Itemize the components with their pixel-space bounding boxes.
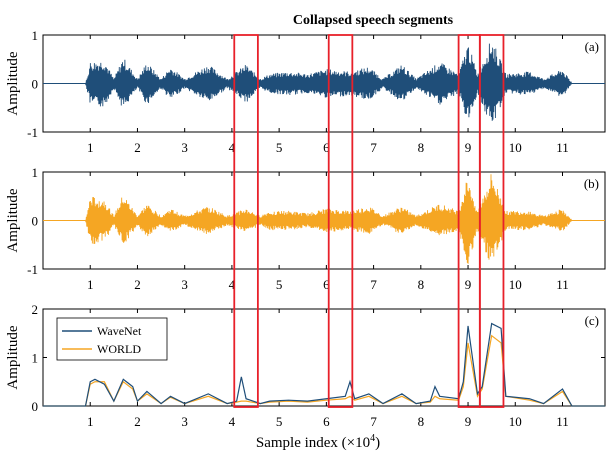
highlight-box: [327, 34, 354, 408]
x-tick-label: 4: [229, 277, 236, 292]
x-tick-label: 9: [465, 140, 472, 155]
y-axis-label: Amplitude: [5, 51, 21, 116]
y-tick-label: 1: [32, 351, 39, 366]
waveform-series: [43, 174, 605, 264]
x-axis-label: Sample index (×104): [256, 433, 380, 451]
panel-label: (c): [585, 313, 599, 328]
x-tick-label: 8: [418, 414, 425, 429]
x-tick-label: 1: [87, 140, 94, 155]
legend-entry: WaveNet: [97, 324, 142, 338]
x-axis-label-exponent: 4: [370, 433, 375, 444]
x-tick-label: 3: [181, 277, 188, 292]
y-axis-label: Amplitude: [5, 325, 21, 390]
x-tick-label: 7: [370, 414, 377, 429]
annotation-collapsed-speech: Collapsed speech segments: [293, 13, 454, 28]
highlight-box: [478, 34, 505, 408]
x-tick-label: 9: [465, 277, 472, 292]
x-tick-label: 2: [134, 277, 141, 292]
legend-box: [56, 317, 168, 361]
panel-label: (b): [584, 176, 599, 191]
x-tick-label: 2: [134, 140, 141, 155]
y-tick-label: 0: [32, 214, 39, 229]
x-tick-label: 5: [276, 277, 283, 292]
y-tick-label: 0: [32, 77, 39, 92]
x-tick-label: 1: [87, 414, 94, 429]
x-tick-label: 11: [556, 414, 569, 429]
x-tick-label: 2: [134, 414, 141, 429]
highlight-box: [233, 34, 259, 408]
x-tick-label: 4: [229, 414, 236, 429]
x-tick-label: 11: [556, 277, 569, 292]
x-tick-label: 8: [418, 277, 425, 292]
x-tick-label: 10: [509, 414, 522, 429]
x-tick-label: 1: [87, 277, 94, 292]
x-tick-label: 9: [465, 414, 472, 429]
y-tick-label: -1: [27, 125, 38, 140]
series-wavenet: [43, 322, 605, 407]
x-tick-label: 8: [418, 140, 425, 155]
x-tick-label: 11: [556, 140, 569, 155]
y-tick-label: 1: [32, 28, 39, 43]
x-tick-label: 7: [370, 140, 377, 155]
x-tick-label: 4: [229, 140, 236, 155]
waveform-series: [43, 43, 605, 121]
panel-b: 1 2 3 4 5 6 7 8 9 10 11 -1 0 1 Amplitude (b): [5, 165, 606, 292]
y-tick-label: 0: [32, 399, 39, 414]
x-axis-label-text: Sample index (×10: [256, 435, 370, 451]
x-tick-label: 3: [181, 140, 188, 155]
legend: WaveNet WORLD: [56, 317, 168, 361]
x-tick-label: 10: [509, 140, 522, 155]
x-axis-label-close: ): [375, 435, 380, 451]
x-tick-label: 10: [509, 277, 522, 292]
x-tick-label: 7: [370, 277, 377, 292]
y-tick-label: -1: [27, 262, 38, 277]
x-tick-label: 6: [323, 414, 330, 429]
y-tick-label: 1: [32, 165, 39, 180]
legend-entry: WORLD: [97, 342, 141, 356]
x-tick-label: 5: [276, 414, 283, 429]
highlight-boxes: [233, 34, 505, 408]
x-tick-label: 3: [181, 414, 188, 429]
y-axis-label: Amplitude: [5, 188, 21, 253]
panel-label: (a): [585, 39, 599, 54]
panel-a: 1 2 3 4 5 6 7 8 9 10 11 -1 0 1 Amplitude (a): [5, 28, 606, 155]
x-tick-label: 6: [323, 277, 330, 292]
y-tick-label: 2: [32, 302, 39, 317]
x-tick-label: 6: [323, 140, 330, 155]
x-tick-label: 5: [276, 140, 283, 155]
panel-c: 1 2 3 4 5 6 7 8 9 10 11 0 1 2 Amplitude (c) WaveNet WORLD: [5, 302, 606, 429]
